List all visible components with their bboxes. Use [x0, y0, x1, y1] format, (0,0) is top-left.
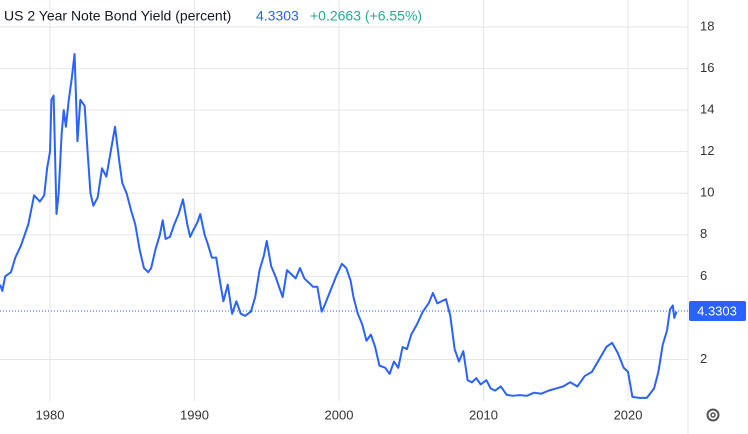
last-value-label: 4.3303 [697, 303, 737, 318]
gear[interactable] [706, 408, 720, 422]
change: +0.2663 (+6.55%) [310, 8, 422, 24]
last-value: 4.3303 [256, 8, 299, 24]
grid [0, 0, 688, 401]
y-tick-label: 2 [700, 351, 707, 366]
settings-icon[interactable] [706, 408, 720, 422]
x-tick-label: 2000 [325, 407, 354, 422]
gear-hub[interactable] [710, 412, 716, 418]
x-tick-label: 1990 [180, 407, 209, 422]
y-tick-label: 10 [700, 185, 714, 200]
y-tick-label: 6 [700, 268, 707, 283]
y-tick-label: 18 [700, 18, 714, 33]
y-tick-label: 12 [700, 143, 714, 158]
header: US 2 Year Note Bond Yield (percent) 4.33… [4, 8, 422, 24]
line-series [0, 53, 678, 399]
x-tick-label: 2010 [469, 407, 498, 422]
y-tick-label: 14 [700, 102, 714, 117]
y-tick-label: 8 [700, 226, 707, 241]
chart-title: US 2 Year Note Bond Yield (percent) [4, 8, 231, 24]
last-value-badge [689, 301, 746, 322]
x-tick-label: 1980 [36, 407, 65, 422]
x-tick-label: 2020 [614, 407, 643, 422]
y-tick-label: 16 [700, 60, 714, 75]
